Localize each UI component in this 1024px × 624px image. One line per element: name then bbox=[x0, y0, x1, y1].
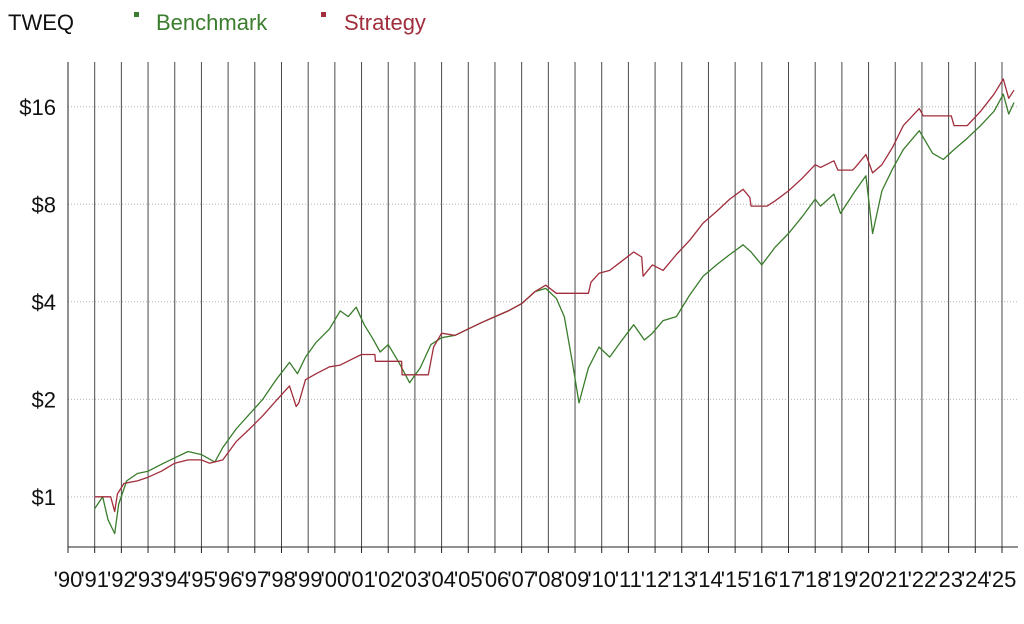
x-tick-label: '25 bbox=[988, 567, 1017, 592]
x-tick-labels: '90'91'92'93'94'95'96'97'98'99'00'01'02'… bbox=[54, 567, 1017, 592]
x-tick-label: '00 bbox=[321, 567, 350, 592]
x-tick-label: '24 bbox=[961, 567, 990, 592]
series-line-strategy bbox=[94, 78, 1015, 513]
x-tick-label: '07 bbox=[507, 567, 536, 592]
chart-title: TWEQ bbox=[8, 10, 74, 35]
x-tick-label: '98 bbox=[267, 567, 296, 592]
legend-swatch-benchmark bbox=[134, 12, 139, 17]
x-tick-label: '08 bbox=[534, 567, 563, 592]
x-tick-label: '03 bbox=[401, 567, 430, 592]
x-tick-label: '17 bbox=[774, 567, 803, 592]
x-tick-label: '02 bbox=[374, 567, 403, 592]
x-tick-label: '15 bbox=[721, 567, 750, 592]
x-tick-label: '14 bbox=[694, 567, 723, 592]
x-tick-label: '05 bbox=[454, 567, 483, 592]
x-tick-label: '99 bbox=[294, 567, 323, 592]
x-tick-label: '06 bbox=[481, 567, 510, 592]
y-tick-label: $4 bbox=[32, 290, 56, 315]
axes bbox=[67, 62, 1018, 553]
legend: TWEQ Benchmark Strategy bbox=[8, 10, 426, 35]
x-tick-label: '90 bbox=[54, 567, 83, 592]
x-tick-label: '19 bbox=[828, 567, 857, 592]
x-tick-label: '20 bbox=[854, 567, 883, 592]
y-tick-label: $1 bbox=[32, 485, 56, 510]
x-tick-label: '16 bbox=[747, 567, 776, 592]
y-gridlines bbox=[68, 106, 1018, 498]
x-tick-label: '12 bbox=[641, 567, 670, 592]
y-tick-labels: $1 $2 $4 $8 $16 bbox=[19, 95, 56, 510]
x-tick-label: '96 bbox=[214, 567, 243, 592]
x-tick-label: '11 bbox=[615, 567, 642, 592]
x-tick-label: '09 bbox=[561, 567, 590, 592]
x-tick-label: '21 bbox=[881, 567, 910, 592]
legend-swatch-strategy bbox=[321, 12, 326, 17]
y-tick-label: $8 bbox=[32, 192, 56, 217]
series-line-benchmark bbox=[94, 93, 1015, 535]
x-tick-label: '10 bbox=[587, 567, 616, 592]
x-tick-label: '23 bbox=[934, 567, 963, 592]
x-tick-label: '18 bbox=[801, 567, 830, 592]
x-tick-label: '04 bbox=[427, 567, 456, 592]
x-tick-label: '94 bbox=[160, 567, 189, 592]
x-tick-label: '95 bbox=[187, 567, 216, 592]
x-tick-label: '01 bbox=[347, 567, 376, 592]
x-tick-label: '93 bbox=[134, 567, 163, 592]
series-layer bbox=[94, 78, 1015, 535]
x-tick-label: '13 bbox=[667, 567, 696, 592]
x-tick-label: '22 bbox=[908, 567, 937, 592]
legend-label-strategy: Strategy bbox=[344, 10, 426, 35]
x-tick-label: '92 bbox=[107, 567, 136, 592]
x-gridlines bbox=[67, 62, 1003, 547]
y-tick-label: $16 bbox=[19, 95, 56, 120]
x-tick-label: '97 bbox=[240, 567, 269, 592]
x-tick-label: '91 bbox=[80, 567, 109, 592]
legend-label-benchmark: Benchmark bbox=[156, 10, 268, 35]
y-tick-label: $2 bbox=[32, 387, 56, 412]
